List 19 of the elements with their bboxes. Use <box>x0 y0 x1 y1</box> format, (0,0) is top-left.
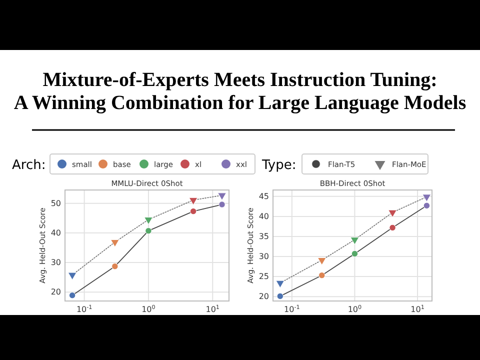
legend-title: Arch: <box>12 158 46 173</box>
y-tick-label: 40 <box>50 228 61 238</box>
y-tick-label: 30 <box>50 258 61 268</box>
x-tick-label: 10$^{-1}$ <box>76 304 93 314</box>
y-tick-label: 45 <box>258 192 269 201</box>
y-tick-label: 40 <box>258 212 269 222</box>
y-tick-label: 25 <box>258 272 269 282</box>
x-tick-label: 10$^{1}$ <box>206 304 220 314</box>
legend-title: Type: <box>261 158 296 173</box>
x-tick-label: 10$^{0}$ <box>348 304 362 314</box>
y-tick-label: 20 <box>50 288 61 297</box>
y-tick-label: 35 <box>258 232 269 242</box>
x-tick-label: 10$^{-1}$ <box>284 304 300 314</box>
x-tick-label: 10$^{1}$ <box>410 304 425 314</box>
x-tick-label: 10$^{0}$ <box>142 304 156 314</box>
y-tick-label: 30 <box>258 252 269 262</box>
y-tick-label: 50 <box>50 198 61 208</box>
text: Mixture-of-Experts Meets Instruction Tuning: A Winning Combination for Large Language Models <box>14 69 466 114</box>
y-tick-label: 20 <box>258 292 269 302</box>
